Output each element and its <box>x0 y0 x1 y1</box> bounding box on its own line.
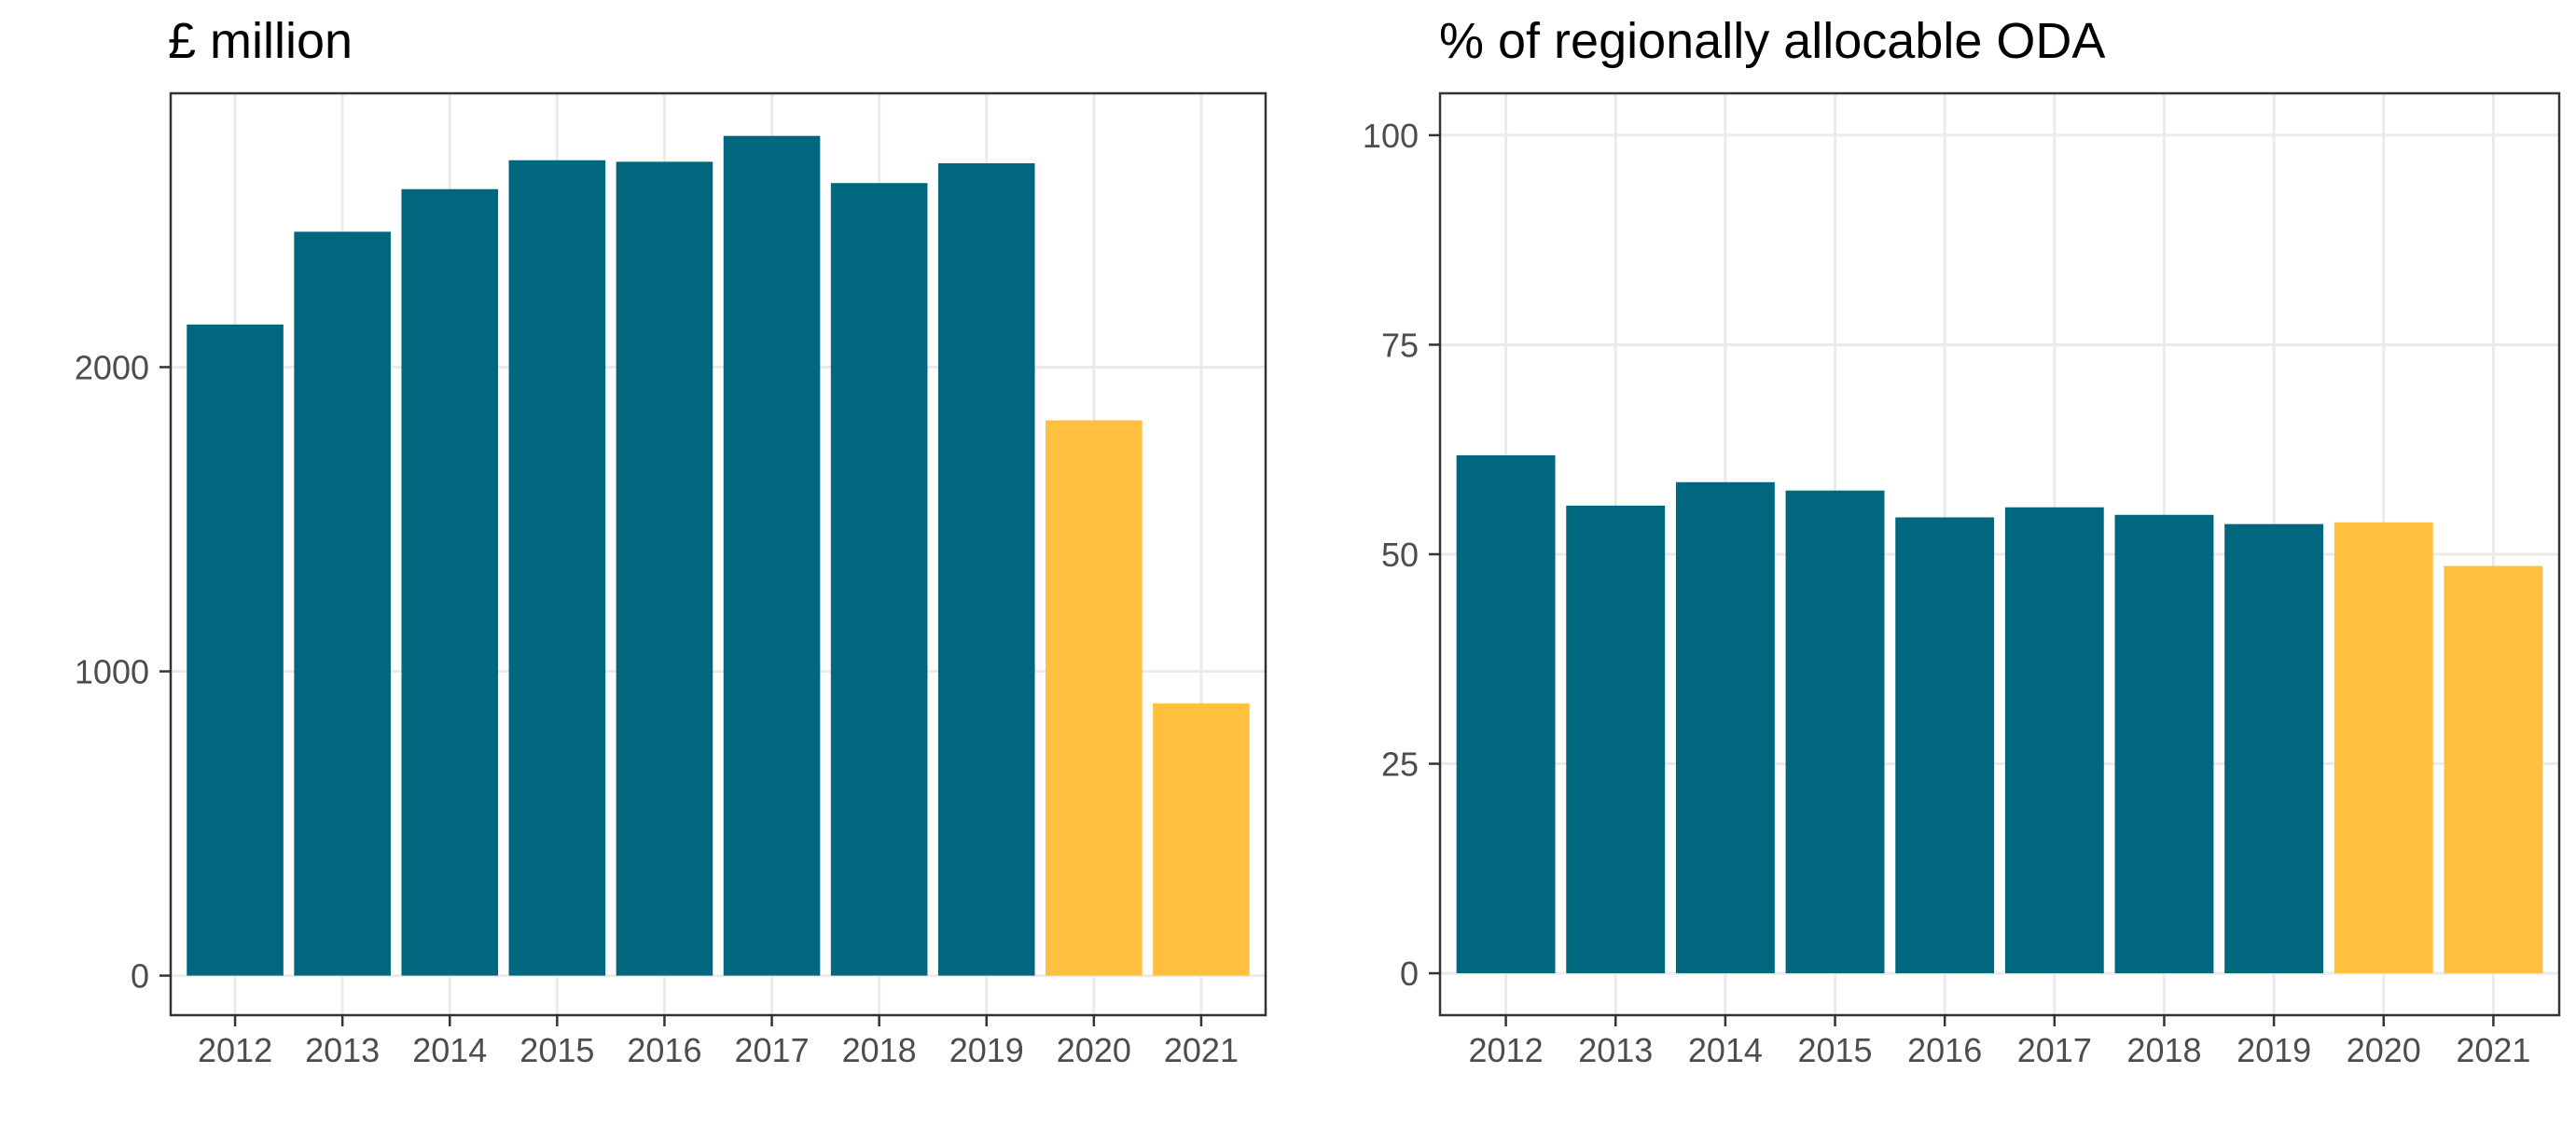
x-tick-label: 2018 <box>2126 1031 2201 1069</box>
bar-2017 <box>723 135 821 976</box>
bar-2016 <box>616 161 713 976</box>
panel-title: £ million <box>168 13 353 69</box>
x-tick-label: 2013 <box>1578 1031 1653 1069</box>
bar-2017 <box>2004 507 2104 974</box>
bar-2018 <box>2114 514 2214 974</box>
x-tick-label: 2014 <box>1688 1031 1763 1069</box>
bar-2015 <box>1785 490 1885 974</box>
x-tick-label: 2017 <box>2017 1031 2092 1069</box>
bar-2021 <box>1153 703 1250 976</box>
y-tick-label: 50 <box>1381 536 1419 574</box>
bar-2020 <box>1046 420 1143 976</box>
x-tick-label: 2012 <box>1469 1031 1544 1069</box>
x-tick-label: 2012 <box>198 1031 272 1069</box>
bar-2014 <box>1675 481 1775 974</box>
y-tick-label: 0 <box>131 957 149 996</box>
bar-2016 <box>1895 517 1995 974</box>
x-tick-label: 2020 <box>1057 1031 1131 1069</box>
panel-border <box>1438 91 2561 1017</box>
y-tick-label: 25 <box>1381 746 1419 784</box>
x-tick-label: 2013 <box>305 1031 380 1069</box>
x-tick-label: 2016 <box>1907 1031 1982 1069</box>
x-tick-label: 2014 <box>412 1031 487 1069</box>
y-tick-label: 1000 <box>75 653 149 691</box>
y-tick-label: 2000 <box>75 348 149 386</box>
right-panel-percent-oda: % of regionally allocable ODA 0 25 50 75 100 2… <box>1363 13 2561 1069</box>
bar-2019 <box>2224 523 2324 974</box>
bar-2012 <box>1456 455 1556 974</box>
bar-2013 <box>294 231 391 976</box>
bar-2018 <box>830 183 928 976</box>
bar-2020 <box>2334 522 2433 974</box>
bar-2015 <box>508 160 606 976</box>
x-tick-label: 2015 <box>519 1031 594 1069</box>
bar-2014 <box>401 188 499 976</box>
x-tick-label: 2015 <box>1797 1031 1872 1069</box>
y-tick-label: 75 <box>1381 326 1419 364</box>
panel-title: % of regionally allocable ODA <box>1439 13 2105 69</box>
x-tick-label: 2021 <box>1164 1031 1239 1069</box>
x-tick-label: 2017 <box>735 1031 810 1069</box>
y-tick-label: 100 <box>1363 117 1419 155</box>
x-tick-label: 2016 <box>627 1031 701 1069</box>
bar-2012 <box>187 324 284 976</box>
bar-2021 <box>2444 565 2543 974</box>
x-tick-label: 2019 <box>949 1031 1024 1069</box>
x-tick-label: 2019 <box>2237 1031 2311 1069</box>
bar-2013 <box>1566 505 1666 974</box>
y-tick-label: 0 <box>1400 955 1419 993</box>
x-tick-label: 2018 <box>842 1031 917 1069</box>
bar-2019 <box>937 162 1035 976</box>
left-panel-million-gbp: £ million 0 1000 2000 2012 2013 2014 2015 2016 20… <box>75 13 1267 1069</box>
panel-border <box>169 91 1267 1017</box>
x-tick-label: 2020 <box>2347 1031 2421 1069</box>
x-tick-label: 2021 <box>2456 1031 2530 1069</box>
